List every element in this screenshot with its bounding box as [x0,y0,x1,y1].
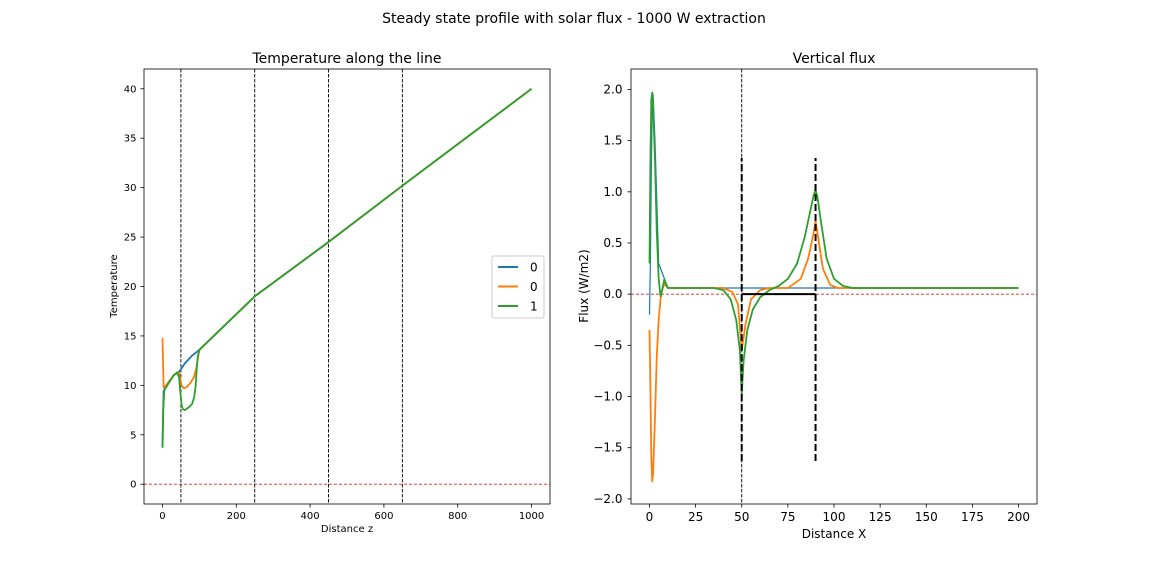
temperature-chart-xtick-label: 800 [448,511,467,522]
flux-chart-xtick-label: 75 [780,510,795,524]
flux-chart-ytick-label: −1.5 [593,441,622,455]
flux-chart: Vertical flux Distance X Flux (W/m2) 0 25… [577,51,1038,541]
temperature-chart-ytick-label: 25 [124,233,137,244]
temperature-chart-ytick-label: 15 [124,331,137,342]
temperature-chart-xtick-label: 1000 [519,511,544,522]
flux-chart-xtick-label: 175 [961,510,984,524]
temperature-chart-xtick-label: 0 [159,511,165,522]
flux-chart-ytick-label: 0.0 [603,287,622,301]
temperature-chart-ytick-label: 10 [124,381,137,392]
temperature-chart-ytick-label: 0 [130,480,136,491]
flux-chart-ytick-label: 1.0 [603,185,622,199]
temperature-chart: Temperature along the line Distance z Te… [109,51,551,535]
flux-chart-plot-frame [630,68,1038,505]
flux-chart-xtick-label: 50 [734,510,749,524]
temperature-chart-ytick-label: 20 [124,282,137,293]
temperature-chart-series-0 [161,88,533,448]
flux-chart-series-0 [648,93,1019,315]
temperature-chart-legend-label: 1 [530,300,538,314]
flux-chart-xtick-label: 0 [646,510,654,524]
temperature-chart-xtick-label: 600 [374,511,393,522]
flux-chart-series-1 [648,219,1019,483]
flux-chart-series-2 [648,91,1019,396]
flux-chart-xtick-label: 100 [823,510,846,524]
flux-chart-xtick-label: 125 [869,510,892,524]
flux-chart-title: Vertical flux [793,51,876,67]
temperature-chart-legend-label: 0 [530,280,538,294]
temperature-chart-ytick-label: 5 [130,430,136,441]
flux-chart-xtick-label: 150 [915,510,938,524]
flux-chart-xtick-label: 25 [688,510,703,524]
temperature-chart-title: Temperature along the line [251,51,441,67]
flux-chart-ytick-label: −0.5 [593,338,622,352]
flux-chart-ytick-label: 1.5 [603,134,622,148]
flux-chart-ytick-label: −2.0 [593,492,622,506]
figure-suptitle: Steady state profile with solar flux - 1… [382,11,766,27]
temperature-chart-ytick-label: 30 [124,183,137,194]
temperature-chart-xtick-label: 400 [301,511,320,522]
flux-chart-ylabel: Flux (W/m2) [577,249,591,322]
temperature-chart-series-2 [161,88,533,448]
flux-chart-xtick-label: 200 [1007,510,1030,524]
temperature-chart-xtick-label: 200 [227,511,246,522]
flux-chart-ytick-label: −1.0 [593,390,622,404]
flux-chart-ytick-label: 0.5 [603,236,622,250]
flux-chart-ytick-label: 2.0 [603,82,622,96]
temperature-chart-xlabel: Distance z [321,524,373,535]
temperature-chart-series-1 [161,88,533,390]
temperature-chart-ytick-label: 40 [124,84,137,95]
temperature-chart-ytick-label: 35 [124,134,137,145]
temperature-chart-ylabel: Temperature [109,254,120,318]
temperature-chart-plot-frame [143,68,551,505]
flux-chart-xlabel: Distance X [802,527,867,541]
temperature-chart-legend-label: 0 [530,261,538,275]
